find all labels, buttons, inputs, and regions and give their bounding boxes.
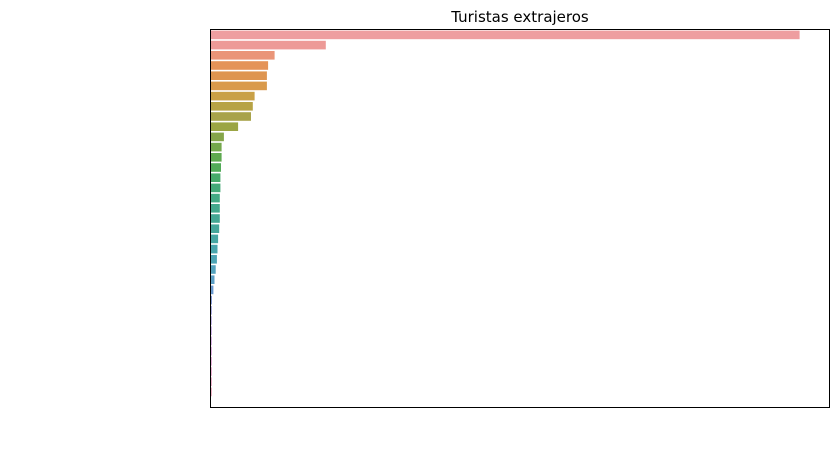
bar-18 [211, 204, 220, 213]
bar-8 [211, 102, 253, 111]
bar-22 [211, 244, 218, 254]
bar-16 [211, 183, 221, 193]
bar-34 [211, 367, 212, 376]
bar-23 [211, 255, 217, 264]
bar-17 [211, 193, 220, 203]
bar-31 [211, 336, 212, 346]
bar-11 [211, 132, 224, 142]
bar-36 [211, 387, 212, 397]
bar-7 [211, 91, 255, 101]
bar-30 [211, 326, 212, 335]
bar-24 [211, 265, 216, 274]
bar-10 [211, 122, 239, 131]
plot-frame [210, 29, 830, 408]
bar-2 [211, 40, 326, 50]
bar-20 [211, 224, 220, 233]
bar-15 [211, 173, 221, 182]
bar-26 [211, 285, 214, 295]
bar-12 [211, 142, 222, 152]
bar-13 [211, 153, 222, 162]
bar-29 [211, 316, 212, 325]
bar-3 [211, 51, 275, 60]
bar-28 [211, 306, 212, 315]
bar-19 [211, 214, 220, 223]
bar-21 [211, 234, 219, 244]
bar-32 [211, 346, 212, 356]
bar-1 [211, 30, 800, 40]
bar-6 [211, 81, 267, 91]
bar-9 [211, 112, 251, 121]
bar-14 [211, 163, 221, 172]
bar-5 [211, 71, 267, 80]
bar-33 [211, 357, 212, 366]
bar-35 [211, 377, 212, 386]
bar-25 [211, 275, 215, 284]
bar-27 [211, 295, 212, 305]
bars-group [211, 30, 800, 397]
chart-title: Turistas extrajeros [450, 8, 589, 26]
bar-4 [211, 61, 269, 70]
